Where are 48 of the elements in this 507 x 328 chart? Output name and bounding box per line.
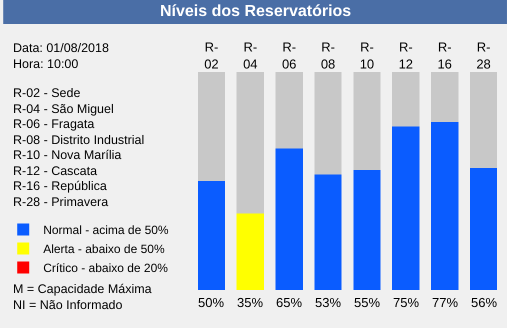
bar — [276, 72, 303, 148]
text: R-06 - Fragata — [13, 117, 94, 131]
bar — [198, 72, 226, 181]
text: R-10 - Nova Marília — [13, 148, 122, 162]
text: Hora: 10:00 — [13, 57, 78, 71]
x-tick-label: R-04 — [243, 40, 258, 72]
legend-label: Crítico - abaixo de 20% — [43, 261, 168, 276]
data-label: 75% — [393, 295, 420, 310]
text: R-12 - Cascata — [13, 164, 98, 178]
x-tick-label: R-16 — [437, 40, 452, 72]
data-label: 65% — [276, 295, 302, 310]
x-tick-label: R-02 — [204, 40, 219, 72]
data-label: 53% — [315, 295, 342, 310]
text: R-08 - Distrito Industrial — [13, 133, 144, 147]
bar — [353, 170, 381, 290]
data-label: 55% — [354, 295, 380, 310]
x-tick-label: R-06 — [282, 40, 296, 72]
bar — [392, 72, 420, 126]
bar — [314, 72, 342, 174]
bar — [470, 72, 498, 168]
text: Data: 01/08/2018 — [13, 41, 109, 55]
legend-label: Normal - acima de 50% — [43, 223, 169, 238]
data-label: 35% — [237, 295, 264, 310]
bar — [276, 148, 303, 290]
x-tick-label: R-08 — [320, 40, 336, 72]
bar — [314, 174, 342, 290]
text: M = Capacidade Máxima — [13, 282, 152, 296]
data-label: 77% — [432, 295, 458, 310]
x-tick-label: R-10 — [360, 40, 374, 72]
bar — [353, 72, 381, 170]
x-tick-label: R-28 — [476, 40, 491, 72]
text: R-04 - São Miguel — [13, 102, 114, 116]
text: R-16 - República — [13, 179, 107, 193]
x-tick-label: R-12 — [398, 40, 414, 72]
text: R-02 - Sede — [13, 86, 80, 100]
bar — [392, 126, 420, 290]
bar — [198, 181, 226, 290]
bar — [236, 214, 264, 290]
data-label: 56% — [471, 295, 498, 310]
bar — [236, 72, 264, 214]
bar — [431, 72, 458, 122]
data-label: 50% — [198, 295, 224, 310]
text: NI = Não Informado — [13, 298, 122, 312]
legend-label: Alerta - abaixo de 50% — [43, 242, 165, 256]
chart-title: Níveis dos Reservatórios — [160, 3, 352, 20]
text: R-28 - Primavera — [13, 195, 108, 209]
bar — [431, 122, 458, 290]
bar — [470, 168, 498, 290]
